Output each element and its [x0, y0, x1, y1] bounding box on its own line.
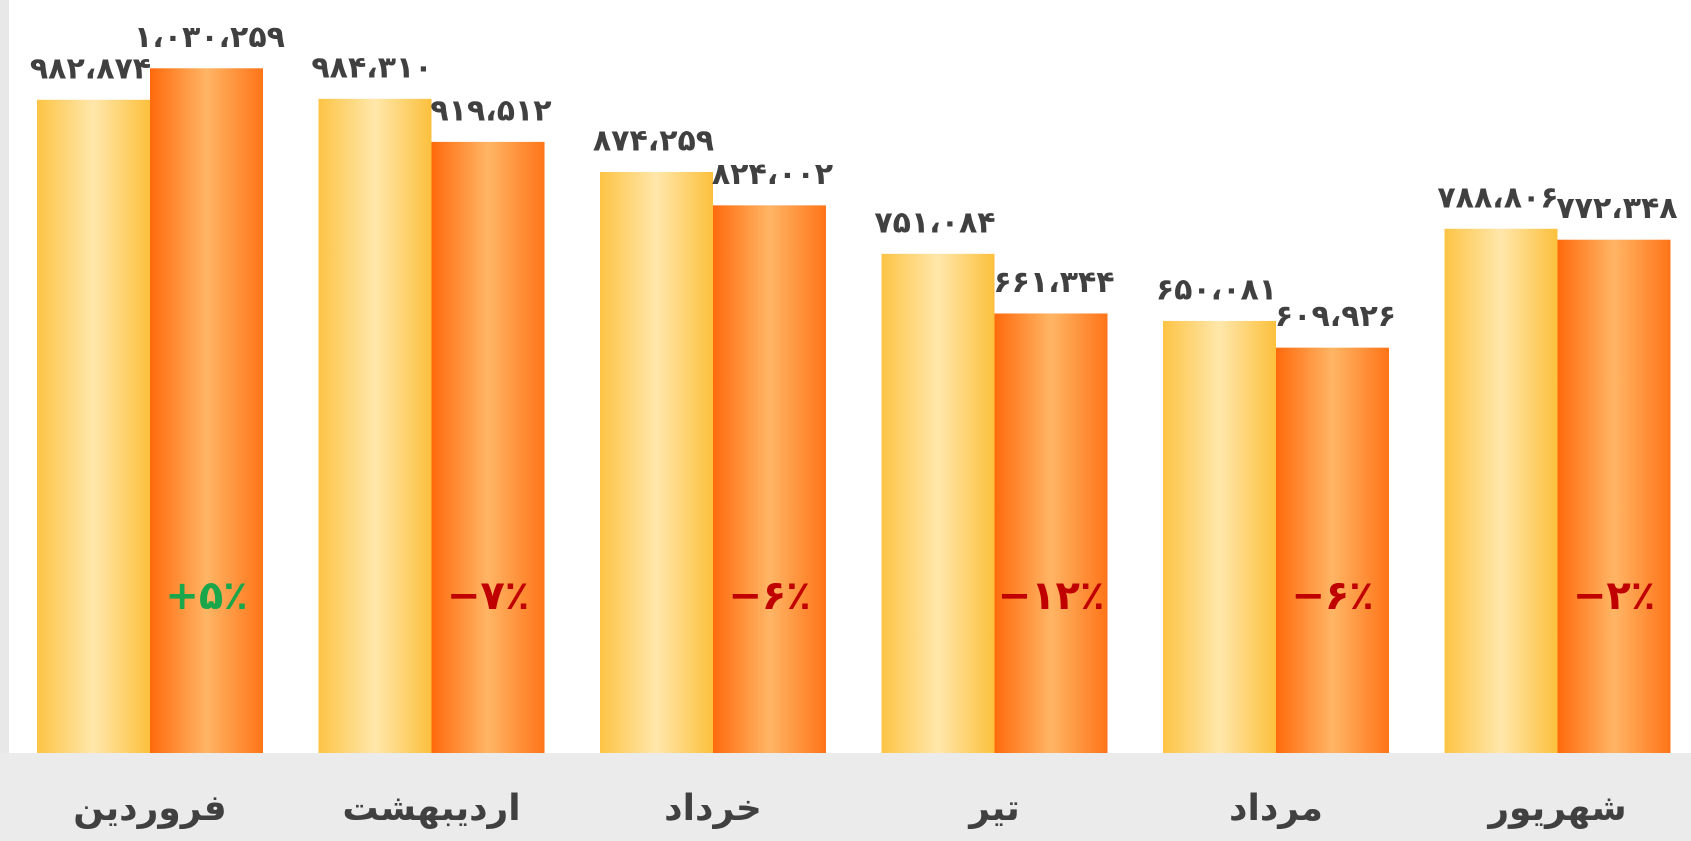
x-tick-label: خرداد [664, 788, 762, 829]
value-label: ۱،۰۳۰،۲۵۹ [134, 20, 285, 55]
value-label: ۹۸۴،۳۱۰ [311, 50, 432, 85]
bar [881, 253, 995, 753]
change-label: +۵٪ [165, 573, 247, 619]
value-label: ۸۲۴،۰۰۲ [712, 157, 833, 192]
bar [1444, 228, 1558, 754]
bar [1557, 239, 1671, 753]
bar [318, 98, 432, 754]
value-label: ۶۵۰،۰۸۱ [1156, 272, 1277, 307]
plot-area [9, 0, 1691, 753]
bar [37, 99, 150, 753]
x-tick-label: شهریور [1486, 788, 1626, 829]
change-label: −۶٪ [1291, 573, 1373, 619]
bar [1163, 320, 1276, 753]
x-tick-label: اردیبهشت [342, 788, 520, 829]
change-label: −۲٪ [1573, 573, 1655, 619]
value-label: ۶۰۹،۹۲۶ [1275, 299, 1396, 334]
value-label: ۹۱۹،۵۱۲ [430, 93, 551, 128]
value-label: ۹۸۲،۸۷۴ [30, 51, 151, 86]
x-tick-label: مرداد [1229, 788, 1323, 829]
change-label: −۷٪ [447, 573, 529, 619]
value-label: ۷۷۲،۳۴۸ [1556, 191, 1677, 226]
bar [150, 68, 263, 754]
change-label: −۶٪ [728, 573, 810, 619]
bar [994, 313, 1108, 753]
change-label: −۱۲٪ [998, 573, 1105, 619]
bar [1276, 347, 1389, 753]
x-tick-label: فروردین [73, 788, 226, 829]
x-tick-label: تیر [967, 788, 1020, 829]
bar [600, 171, 713, 753]
value-label: ۸۷۴،۲۵۹ [593, 123, 714, 158]
left-strip [0, 0, 9, 841]
category-strip [0, 753, 1691, 841]
value-label: ۷۸۸،۸۰۶ [1437, 180, 1558, 215]
value-label: ۶۶۱،۳۴۴ [993, 265, 1114, 300]
bar [713, 205, 826, 753]
value-label: ۷۵۱،۰۸۴ [874, 205, 995, 240]
bar [431, 141, 545, 754]
